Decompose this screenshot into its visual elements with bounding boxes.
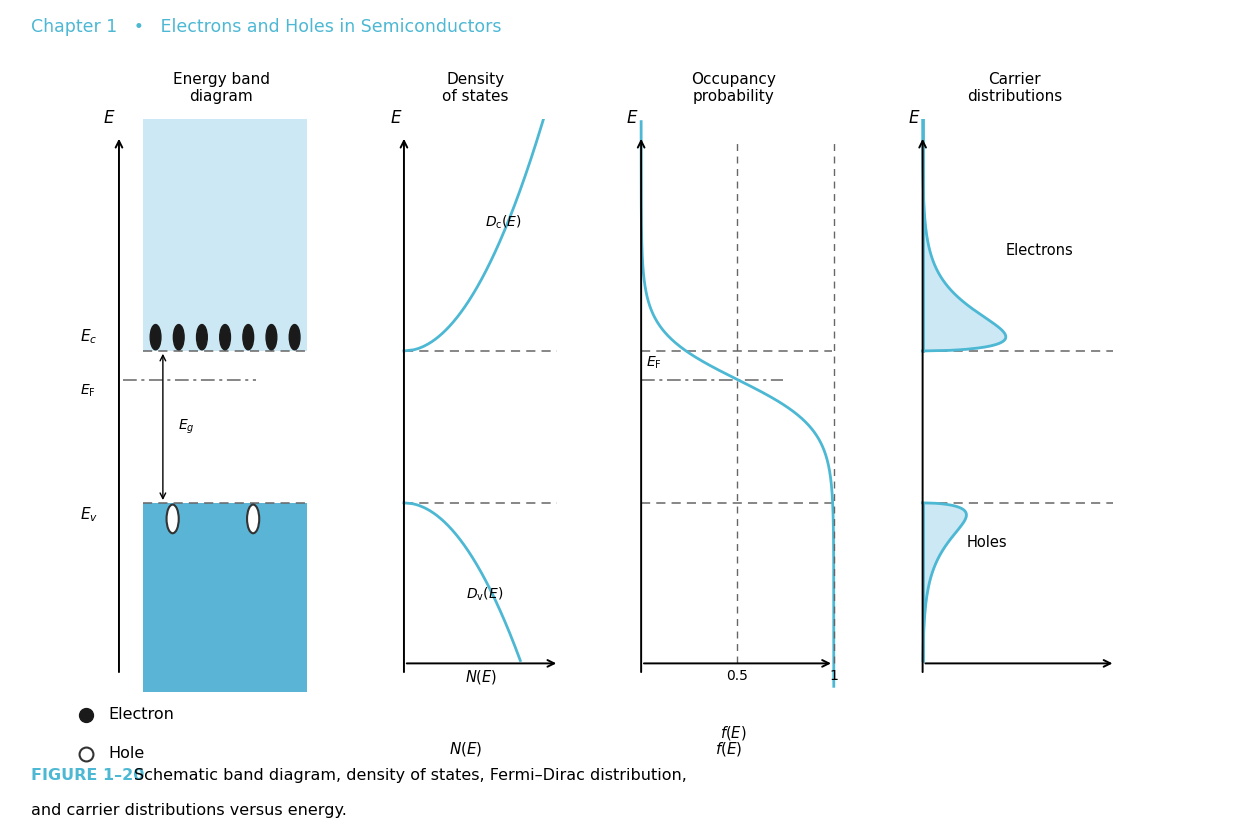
Circle shape — [246, 505, 259, 533]
Circle shape — [289, 324, 300, 350]
Text: Density
of states: Density of states — [443, 72, 509, 105]
Text: $D_{\rm v}(E)$: $D_{\rm v}(E)$ — [465, 586, 503, 604]
Text: and carrier distributions versus energy.: and carrier distributions versus energy. — [31, 803, 347, 818]
Text: Energy band
diagram: Energy band diagram — [173, 72, 270, 105]
Text: Hole: Hole — [108, 746, 144, 761]
Text: $E$: $E$ — [103, 110, 115, 128]
Text: $E_g$: $E_g$ — [178, 418, 194, 436]
Text: Electrons: Electrons — [1006, 243, 1073, 258]
Text: 0.5: 0.5 — [727, 669, 748, 683]
Circle shape — [174, 324, 184, 350]
Text: $E$: $E$ — [627, 110, 638, 128]
Circle shape — [166, 505, 179, 533]
Text: Chapter 1   •   Electrons and Holes in Semiconductors: Chapter 1 • Electrons and Holes in Semic… — [31, 18, 502, 35]
Text: $E$: $E$ — [390, 110, 403, 128]
Text: $E$: $E$ — [908, 110, 919, 128]
Text: $E_{\rm F}$: $E_{\rm F}$ — [80, 382, 96, 399]
Circle shape — [243, 324, 254, 350]
Text: $f(E)$: $f(E)$ — [719, 724, 747, 741]
Text: $f(E)$: $f(E)$ — [714, 740, 743, 758]
Text: FIGURE 1–20: FIGURE 1–20 — [31, 768, 145, 784]
Text: Occupancy
probability: Occupancy probability — [691, 72, 776, 105]
Circle shape — [266, 324, 276, 350]
Text: $E_c$: $E_c$ — [80, 328, 98, 346]
Text: $E_{\rm F}$: $E_{\rm F}$ — [646, 355, 662, 371]
Text: $N(E)$: $N(E)$ — [449, 740, 483, 758]
Circle shape — [220, 324, 230, 350]
Text: Schematic band diagram, density of states, Fermi–Dirac distribution,: Schematic band diagram, density of state… — [134, 768, 687, 784]
Circle shape — [196, 324, 208, 350]
Text: Electron: Electron — [108, 707, 174, 722]
Text: $D_{\rm c}(E)$: $D_{\rm c}(E)$ — [485, 213, 522, 231]
Text: $E_v$: $E_v$ — [80, 505, 98, 524]
Text: Carrier
distributions: Carrier distributions — [967, 72, 1062, 105]
Text: $N(E)$: $N(E)$ — [465, 668, 498, 686]
Text: 1: 1 — [829, 669, 838, 683]
Circle shape — [150, 324, 161, 350]
Text: Holes: Holes — [966, 536, 1007, 550]
